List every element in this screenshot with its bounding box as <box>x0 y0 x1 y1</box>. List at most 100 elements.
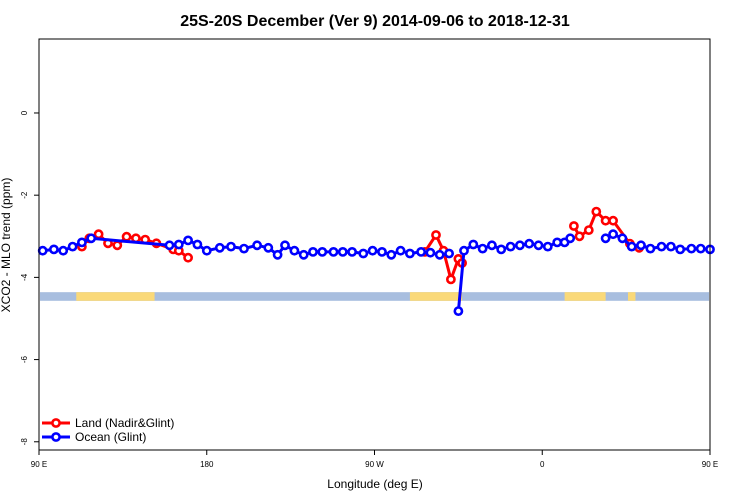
data-point <box>289 245 300 256</box>
data-point <box>347 246 357 257</box>
data-point <box>645 243 656 254</box>
data-point <box>675 244 686 255</box>
data-point <box>317 246 328 257</box>
plot-frame <box>38 38 711 451</box>
data-point <box>183 235 193 246</box>
data-point <box>425 247 436 258</box>
legend-item: Ocean (Glint) <box>42 430 146 444</box>
data-point <box>337 246 348 257</box>
y-tick-label: 0 <box>20 110 29 115</box>
data-point <box>173 239 184 250</box>
data-point <box>252 240 262 251</box>
land-band-segment <box>564 292 606 301</box>
x-axis-title: Longitude (deg E) <box>327 477 422 491</box>
data-point <box>404 248 415 259</box>
data-point <box>93 229 104 240</box>
axes: 0 -2 -4 -6 -8 90 E 180 90 W 0 90 E <box>20 110 718 469</box>
data-point <box>112 240 123 251</box>
data-point <box>214 242 225 253</box>
data-point <box>583 225 594 235</box>
data-point <box>67 241 78 252</box>
data-point <box>358 248 369 259</box>
data-point <box>477 243 488 254</box>
data-point <box>468 239 479 250</box>
data-point <box>505 241 516 252</box>
x-tick-label: 90 W <box>365 460 384 469</box>
data-point <box>58 245 69 256</box>
land-band-segment <box>627 292 636 301</box>
data-point <box>431 230 441 240</box>
legend: Land (Nadir&Glint)Ocean (Glint) <box>42 416 174 444</box>
data-point <box>272 249 283 260</box>
data-point <box>608 215 618 226</box>
data-point <box>239 243 249 254</box>
data-point <box>608 229 618 240</box>
data-point <box>574 231 585 242</box>
data-point <box>37 245 48 256</box>
data-point <box>444 248 454 259</box>
data-point <box>49 244 59 255</box>
y-tick-label: -2 <box>20 191 29 199</box>
legend-item: Land (Nadir&Glint) <box>42 416 174 430</box>
ocean-band <box>40 292 709 301</box>
data-point <box>298 249 309 260</box>
data-point <box>395 245 406 256</box>
data-point <box>524 238 535 249</box>
data-point <box>600 215 611 226</box>
data-point <box>617 233 628 244</box>
data-point <box>367 245 378 256</box>
data-point <box>121 231 132 242</box>
x-tick-label: 90 E <box>702 460 718 469</box>
data-point <box>496 244 507 255</box>
data-point <box>183 252 193 263</box>
legend-swatch-marker <box>51 432 61 442</box>
chart-title: 25S-20S December (Ver 9) 2014-09-06 to 2… <box>180 13 570 30</box>
data-point <box>636 240 646 251</box>
data-point <box>328 246 339 257</box>
data-point <box>626 241 637 252</box>
legend-label: Land (Nadir&Glint) <box>75 416 174 430</box>
y-tick-label: -8 <box>20 438 29 446</box>
data-point <box>201 245 212 256</box>
data-point <box>263 242 274 253</box>
y-axis-title: XCO2 - MLO trend (ppm) <box>0 178 13 313</box>
data-point <box>226 241 236 252</box>
x-tick-label: 0 <box>540 460 545 469</box>
data-series <box>37 206 715 316</box>
data-point <box>569 221 579 231</box>
data-point <box>416 246 426 257</box>
data-point <box>386 249 397 260</box>
x-tick-label: 90 E <box>31 460 47 469</box>
data-point <box>486 240 497 251</box>
legend-label: Ocean (Glint) <box>75 430 146 444</box>
data-point <box>77 237 87 248</box>
data-point <box>445 274 456 285</box>
series-ocean <box>37 229 715 316</box>
data-point <box>164 240 175 251</box>
land-band-segment <box>76 292 155 301</box>
data-point <box>600 233 611 244</box>
data-point <box>280 240 290 251</box>
data-point <box>308 246 318 257</box>
y-tick-label: -4 <box>20 273 29 281</box>
data-point <box>656 241 667 252</box>
data-point <box>86 233 97 244</box>
data-point <box>542 241 553 252</box>
y-tick-label: -6 <box>20 355 29 363</box>
data-point <box>515 240 525 251</box>
data-point <box>695 243 706 254</box>
x-tick-label: 180 <box>200 460 214 469</box>
data-point <box>459 245 469 256</box>
data-point <box>686 243 697 254</box>
land-band-segment <box>409 292 463 301</box>
data-point <box>434 249 445 260</box>
data-point <box>453 306 464 316</box>
data-point <box>192 239 203 250</box>
data-point <box>565 233 576 244</box>
legend-swatch-marker <box>51 418 61 428</box>
data-point <box>533 240 544 251</box>
data-point <box>591 206 602 217</box>
data-point <box>377 246 387 257</box>
